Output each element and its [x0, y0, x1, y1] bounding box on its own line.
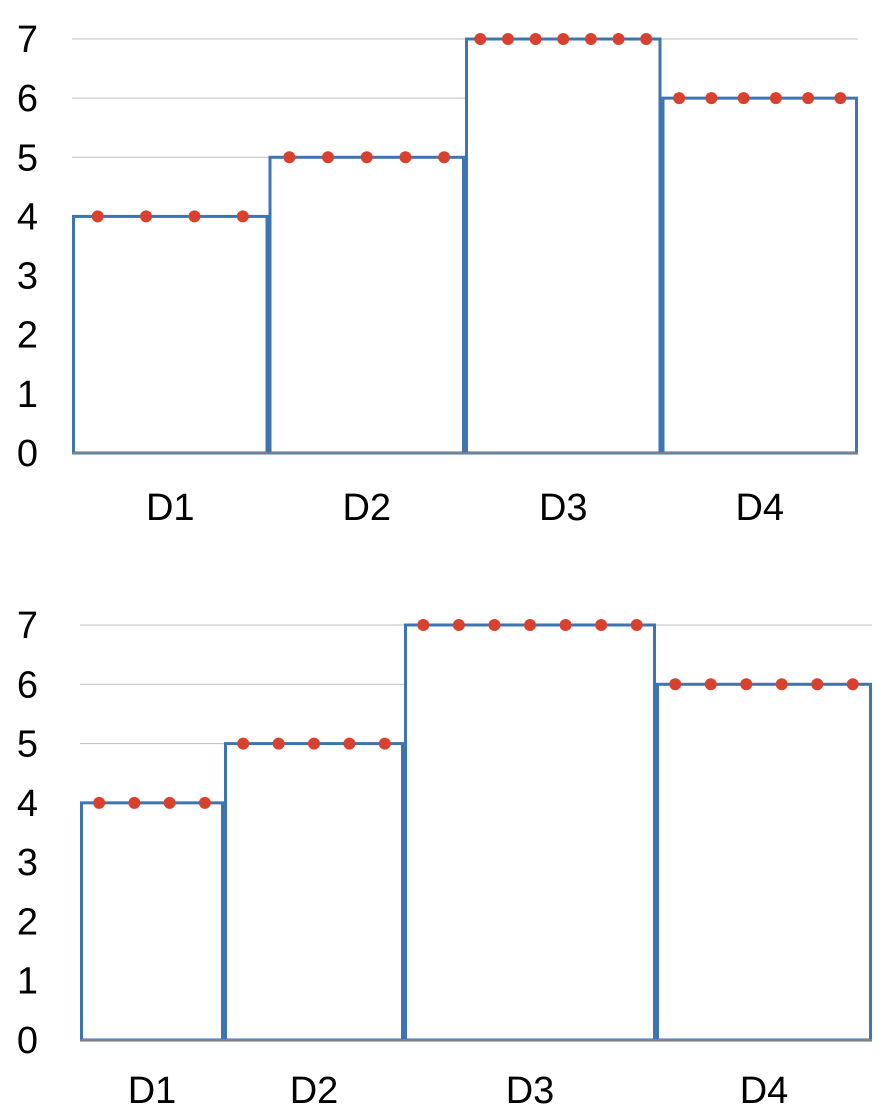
data-dot [769, 92, 782, 105]
y-tick-label: 7 [17, 19, 38, 61]
x-category-label: D1 [146, 487, 195, 529]
data-dot [308, 737, 320, 750]
data-dot [417, 619, 430, 631]
data-dot [438, 151, 451, 164]
data-dot [846, 678, 859, 691]
y-tick-label: 4 [17, 783, 38, 825]
data-dot [669, 678, 682, 691]
data-dot [198, 796, 211, 809]
x-category-label: D1 [128, 1070, 177, 1112]
bar-d4 [661, 96, 858, 455]
y-tick-label: 0 [17, 1020, 38, 1062]
data-dot [272, 737, 285, 750]
data-dot [834, 92, 847, 105]
bar-d2 [224, 742, 404, 1042]
y-tick-label: 4 [17, 196, 38, 238]
data-dot [474, 33, 487, 45]
data-dot [488, 619, 501, 631]
x-category-label: D2 [290, 1070, 339, 1112]
y-tick-label: 6 [17, 664, 38, 706]
x-category-label: D4 [740, 1070, 789, 1112]
chart-top: 0 1 2 3 4 5 6 7 D1 D2 D3 D4 [17, 19, 858, 529]
x-category-label: D3 [539, 487, 588, 529]
bar-d4 [656, 682, 872, 1042]
data-dot [737, 92, 750, 105]
data-dot [595, 619, 608, 631]
data-dot [91, 210, 104, 223]
data-dot [322, 151, 335, 164]
bar-d2 [268, 155, 465, 455]
data-dot [704, 678, 717, 691]
x-category-label: D4 [735, 487, 784, 529]
data-dot [584, 33, 597, 45]
chart-bottom: 0 1 2 3 4 5 6 7 D1 D2 D3 D4 [17, 605, 872, 1112]
data-dot [630, 619, 643, 631]
data-dot [705, 92, 718, 105]
bar-d3 [404, 623, 656, 1042]
y-tick-label: 5 [17, 137, 38, 179]
y-tick-label: 2 [17, 901, 38, 943]
data-dot [811, 678, 824, 691]
data-dot [559, 619, 572, 631]
y-tick-label: 2 [17, 315, 38, 357]
data-dot [524, 619, 536, 631]
data-dot [529, 33, 542, 45]
data-dot [128, 796, 141, 809]
y-tick-label: 1 [17, 961, 38, 1003]
y-tick-label: 1 [17, 374, 38, 416]
data-dot [775, 678, 788, 691]
data-dot [802, 92, 815, 105]
data-dot [163, 796, 176, 809]
y-tick-label: 3 [17, 842, 38, 884]
y-tick-label: 0 [17, 433, 38, 475]
bar-d1 [72, 214, 269, 455]
data-dot [557, 33, 570, 45]
bar-d3 [465, 37, 662, 455]
data-dot [640, 33, 653, 45]
data-dot [343, 737, 356, 750]
data-dot [236, 210, 249, 223]
data-dot [452, 619, 465, 631]
data-dot [378, 737, 391, 750]
data-dot [237, 737, 250, 750]
data-dot [501, 33, 514, 45]
x-category-label: D2 [342, 487, 391, 529]
x-category-label: D3 [506, 1070, 555, 1112]
y-tick-label: 6 [17, 78, 38, 120]
data-dot [188, 210, 201, 223]
data-dot [612, 33, 625, 45]
y-tick-label: 7 [17, 605, 38, 647]
data-dot [740, 678, 753, 691]
y-tick-label: 3 [17, 256, 38, 298]
data-dot [673, 92, 686, 105]
data-dot [93, 796, 106, 809]
data-dot [140, 210, 153, 223]
data-dot [399, 151, 412, 164]
y-tick-label: 5 [17, 724, 38, 766]
data-dot [360, 151, 373, 164]
bar-d1 [80, 801, 224, 1042]
data-dot [283, 151, 296, 164]
